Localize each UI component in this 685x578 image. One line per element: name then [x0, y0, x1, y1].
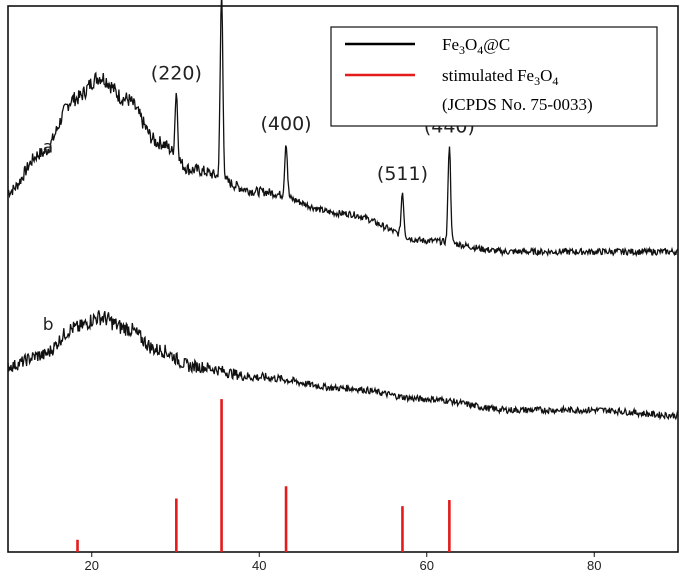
x-axis-ticks: 20 40 60 80	[85, 552, 601, 573]
peak-label: (400)	[261, 113, 312, 135]
legend-entry: Fe3O4@C	[442, 35, 510, 57]
x-tick-label: 20	[85, 558, 99, 573]
series-a-label: a	[43, 138, 53, 158]
plot-frame	[7, 5, 679, 553]
x-tick-label: 40	[252, 558, 266, 573]
reference-lines-group	[76, 399, 451, 552]
series-a-line	[7, 0, 679, 258]
series-b-label: b	[43, 315, 54, 335]
series-b-line	[7, 310, 679, 421]
peak-label: (511)	[377, 163, 428, 185]
x-tick-label: 60	[420, 558, 434, 573]
peak-label: (220)	[151, 63, 202, 85]
legend: Fe3O4@C stimulated Fe3O4 (JCPDS No. 75-003…	[330, 26, 658, 127]
legend-entry: (JCPDS No. 75-0033)	[442, 95, 593, 114]
legend-entry: stimulated Fe3O4	[442, 66, 558, 88]
x-tick-label: 80	[587, 558, 601, 573]
